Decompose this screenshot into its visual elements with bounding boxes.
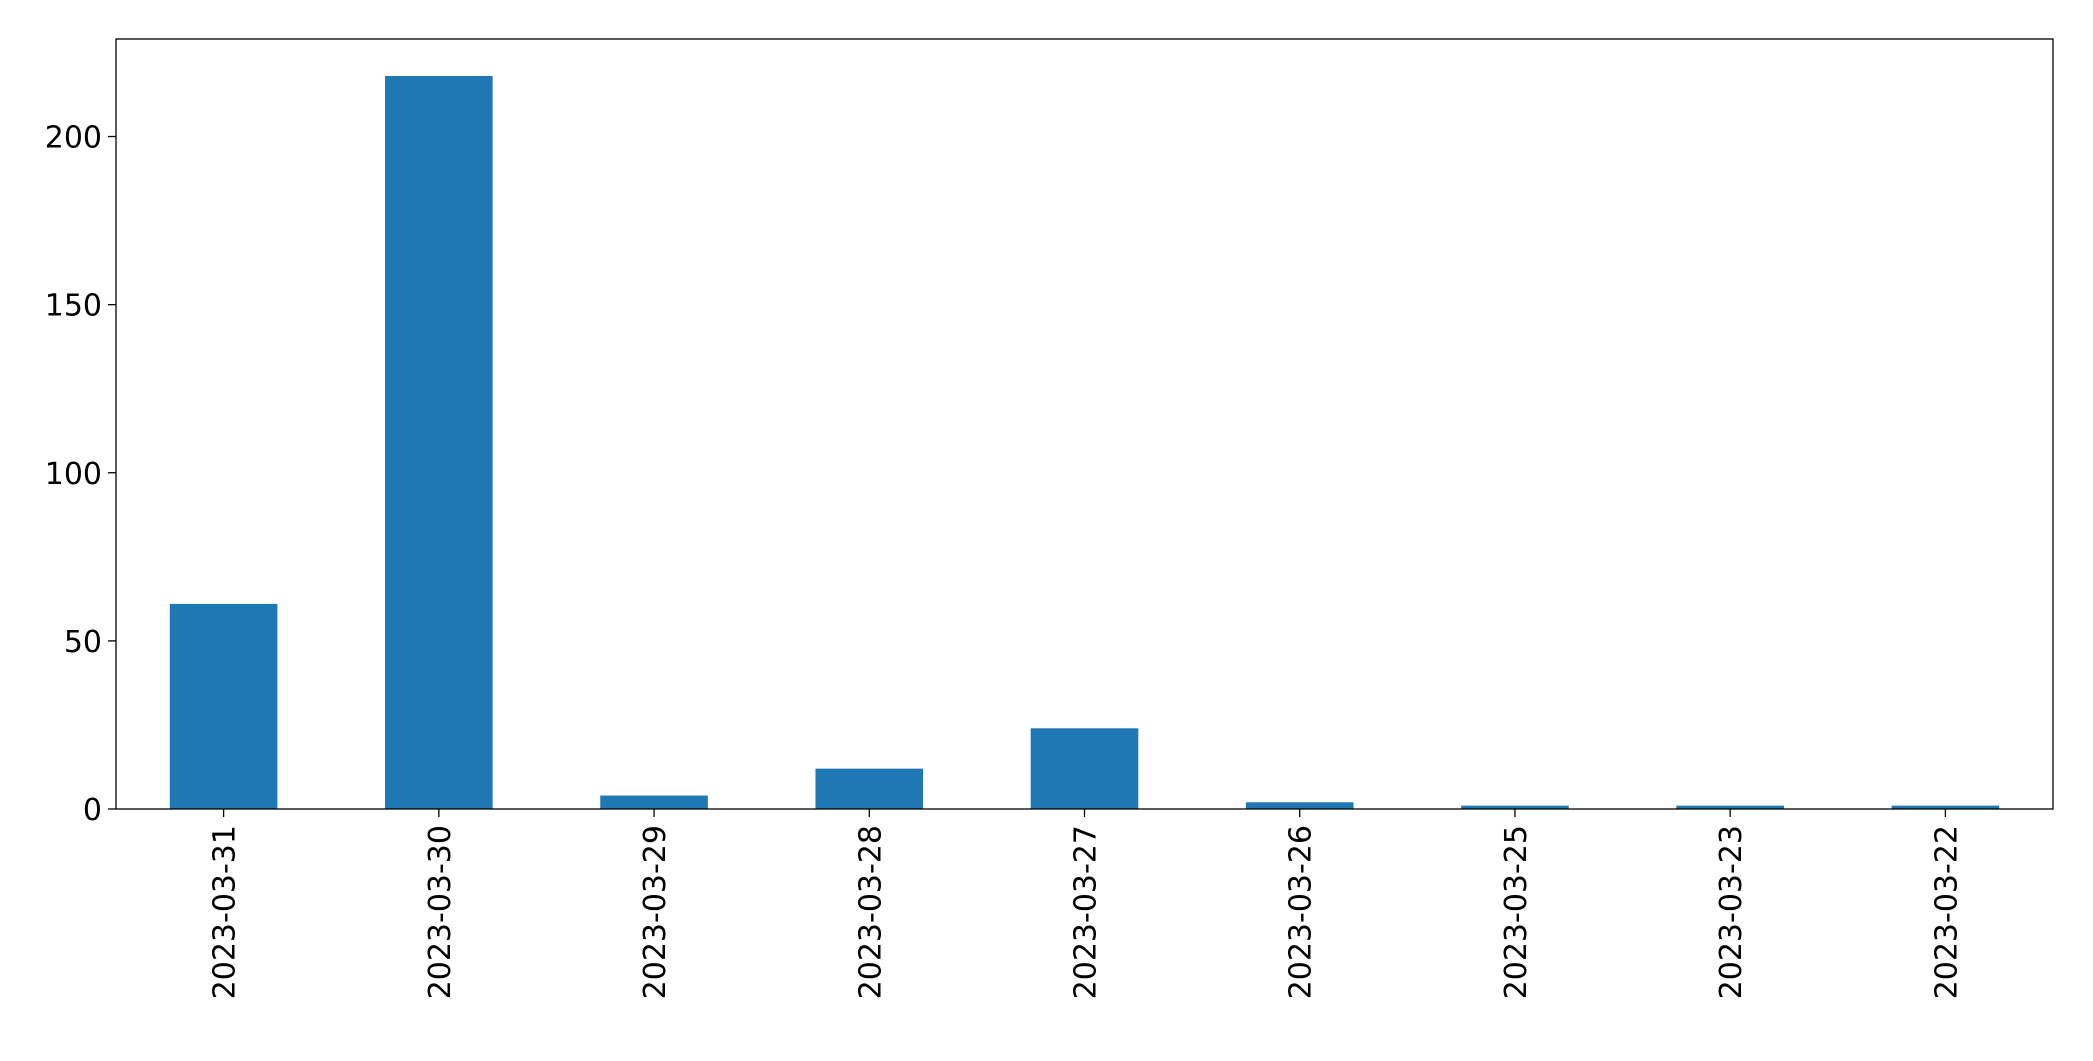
x-tick-label: 2023-03-23 [1714, 825, 1749, 999]
y-tick-label: 200 [45, 121, 102, 156]
x-tick-label: 2023-03-27 [1069, 825, 1104, 999]
bar [1676, 805, 1784, 809]
x-tick-label: 2023-03-26 [1284, 825, 1319, 999]
y-tick-label: 100 [45, 457, 102, 492]
bar [1030, 728, 1139, 809]
bar [169, 603, 278, 809]
bar [1245, 802, 1354, 809]
bar [1891, 805, 2000, 809]
bar [815, 768, 924, 809]
x-tick-label: 2023-03-30 [423, 825, 458, 999]
y-tick-label: 150 [45, 289, 102, 324]
x-tick-label: 2023-03-31 [208, 825, 243, 999]
x-tick-label: 2023-03-25 [1499, 825, 1534, 999]
y-tick-label: 0 [83, 793, 102, 828]
x-tick-label: 2023-03-22 [1929, 825, 1964, 999]
x-tick-label: 2023-03-28 [853, 825, 888, 999]
axes-frame [115, 38, 2054, 810]
bar [600, 795, 708, 809]
bar [385, 75, 493, 810]
y-tick-label: 50 [64, 625, 102, 660]
x-tick-label: 2023-03-29 [638, 825, 673, 999]
bar [1461, 805, 1569, 809]
